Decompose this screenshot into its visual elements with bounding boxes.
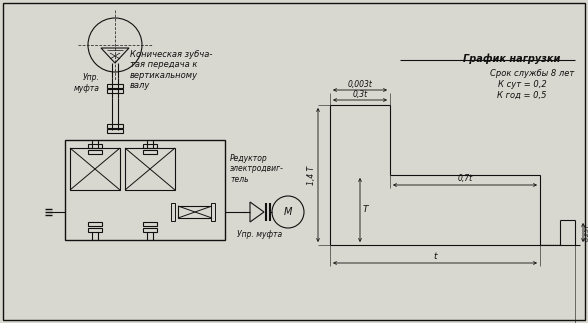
Bar: [143, 222, 157, 226]
Text: Коническая зубча-
тая передача к
вертикальному
валу: Коническая зубча- тая передача к вертика…: [130, 50, 212, 90]
Text: К год = 0,5: К год = 0,5: [497, 91, 547, 100]
Bar: [125, 148, 175, 190]
Bar: [107, 89, 123, 93]
Text: 0,3t: 0,3t: [352, 90, 368, 99]
Bar: [178, 206, 213, 218]
Text: График нагрузки: График нагрузки: [463, 53, 561, 64]
Bar: [107, 124, 123, 128]
Bar: [88, 222, 102, 226]
Bar: [143, 150, 157, 154]
Bar: [88, 150, 102, 154]
Text: Редуктор
электродвиг-
тель: Редуктор электродвиг- тель: [230, 154, 284, 184]
Bar: [143, 228, 157, 232]
Polygon shape: [250, 202, 264, 222]
Bar: [107, 84, 123, 88]
Text: 0,25T: 0,25T: [585, 223, 588, 241]
Bar: [70, 148, 120, 190]
Text: 0,7t: 0,7t: [457, 174, 473, 183]
Text: T: T: [363, 205, 369, 214]
Text: Срок службы 8 лет: Срок службы 8 лет: [490, 69, 574, 78]
Text: 1,4 T: 1,4 T: [307, 165, 316, 184]
Bar: [88, 228, 102, 232]
Bar: [107, 129, 123, 133]
Text: t: t: [433, 252, 437, 261]
Text: 0,003t: 0,003t: [348, 80, 372, 89]
Text: Упр.
муфта: Упр. муфта: [74, 73, 100, 93]
Bar: [171, 203, 175, 221]
Bar: [65, 140, 225, 240]
Bar: [143, 144, 157, 148]
Text: Упр. муфта: Упр. муфта: [238, 230, 283, 239]
Bar: [211, 203, 215, 221]
Text: К сут = 0,2: К сут = 0,2: [497, 80, 546, 89]
Bar: [88, 144, 102, 148]
Text: М: М: [284, 207, 292, 217]
